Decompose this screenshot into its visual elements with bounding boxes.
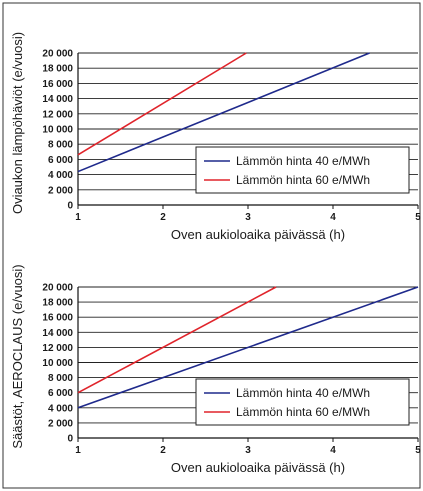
- y-tick-label: 14 000: [42, 328, 73, 339]
- y-tick-label: 14 000: [42, 94, 73, 105]
- legend-label: Lämmön hinta 40 e/MWh: [236, 386, 370, 400]
- x-tick-label: 4: [330, 212, 336, 223]
- legend-label: Lämmön hinta 40 e/MWh: [236, 154, 370, 168]
- y-tick-label: 2 000: [48, 185, 73, 196]
- y-tick-label: 18 000: [42, 298, 73, 309]
- x-tick-label: 2: [160, 445, 166, 456]
- y-tick-label: 20 000: [42, 49, 73, 60]
- y-tick-label: 18 000: [42, 64, 73, 75]
- legend-box: [195, 146, 410, 194]
- y-tick-label: 12 000: [42, 343, 73, 354]
- legend-label: Lämmön hinta 60 e/MWh: [236, 173, 370, 187]
- y-tick-label: 6 000: [48, 155, 73, 166]
- y-tick-label: 6 000: [48, 388, 73, 399]
- x-axis-title: Oven aukioloaika päivässä (h): [171, 460, 345, 475]
- y-tick-label: 16 000: [42, 313, 73, 324]
- y-tick-label: 16 000: [42, 79, 73, 90]
- y-tick-label: 10 000: [42, 125, 73, 136]
- y-tick-label: 4 000: [48, 170, 73, 181]
- y-tick-label: 8 000: [48, 140, 73, 151]
- y-axis-title: Säästöt, AEROCLAUS (e/vuosi): [10, 264, 25, 448]
- y-tick-label: 10 000: [42, 358, 73, 369]
- x-tick-label: 3: [245, 212, 251, 223]
- legend-label: Lämmön hinta 60 e/MWh: [236, 405, 370, 419]
- y-tick-label: 0: [67, 201, 73, 212]
- y-tick-label: 12 000: [42, 109, 73, 120]
- x-tick-label: 3: [245, 445, 251, 456]
- y-tick-label: 4 000: [48, 403, 73, 414]
- series-line: [77, 52, 370, 173]
- y-tick-label: 0: [67, 434, 73, 445]
- x-tick-label: 4: [330, 445, 336, 456]
- y-tick-label: 2 000: [48, 418, 73, 429]
- series-line: [77, 52, 247, 156]
- series-line: [77, 286, 277, 394]
- x-tick-label: 1: [75, 212, 81, 223]
- legend-box: [195, 378, 410, 426]
- y-axis-title: Oviaukon lämpöhäviöt (e/vuosi): [10, 32, 25, 214]
- y-tick-label: 20 000: [42, 283, 73, 294]
- x-tick-label: 5: [415, 445, 421, 456]
- x-tick-label: 1: [75, 445, 81, 456]
- x-tick-label: 2: [160, 212, 166, 223]
- y-tick-label: 8 000: [48, 373, 73, 384]
- chart-heat-loss: 0 2 000 4 000 6 000 8 000 10 000 12 000 14 000 1…: [10, 32, 421, 242]
- chart-savings: 0 2 000 4 000 6 000 8 000 10 000 12 000 14 000 1…: [10, 264, 421, 475]
- x-tick-label: 5: [415, 212, 421, 223]
- series-line: [77, 286, 419, 409]
- x-axis-title: Oven aukioloaika päivässä (h): [171, 227, 345, 242]
